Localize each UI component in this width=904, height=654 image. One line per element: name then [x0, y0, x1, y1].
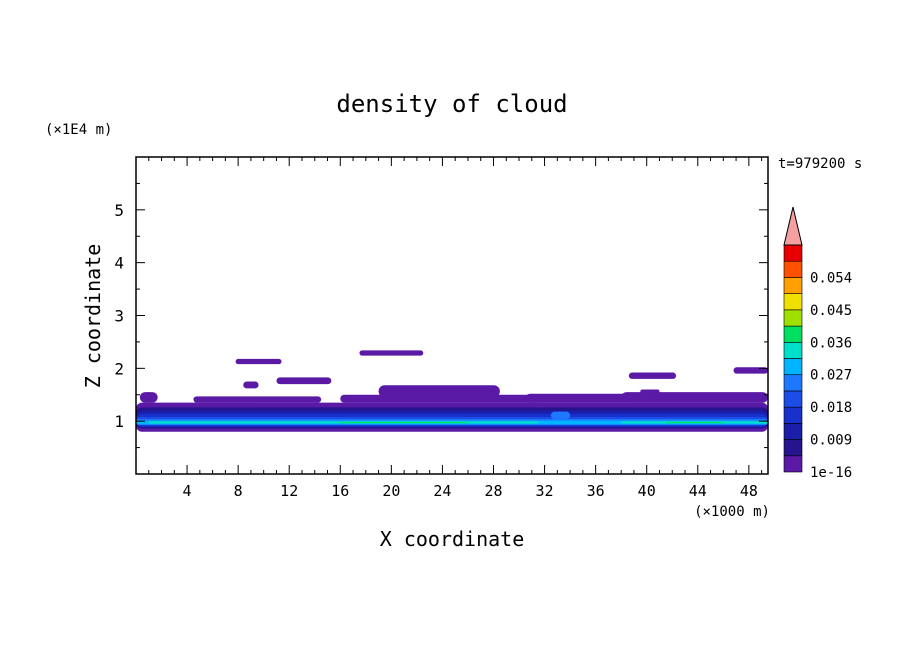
x-tick-label: 28 — [484, 482, 502, 500]
x-axis-label: X coordinate — [380, 527, 525, 551]
cloud-region — [340, 421, 468, 424]
cloud-region — [733, 367, 768, 374]
x-tick-label: 40 — [638, 482, 656, 500]
x-tick-label: 4 — [183, 482, 192, 500]
density-field — [136, 350, 768, 432]
colorbar-label: 0.027 — [810, 368, 852, 384]
chart-title: density of cloud — [336, 90, 567, 118]
colorbar-swatch — [783, 325, 803, 343]
colorbar-swatch — [783, 423, 803, 440]
colorbar-swatch — [783, 390, 803, 408]
colorbar-label: 0.054 — [810, 270, 852, 286]
y-tick-label: 2 — [114, 359, 124, 378]
colorbar-swatch — [783, 455, 803, 473]
x-tick-label: 20 — [382, 482, 400, 500]
cloud-region — [550, 411, 571, 420]
x-tick-label: 24 — [433, 482, 451, 500]
colorbar-swatch — [783, 260, 803, 278]
cloud-region — [525, 393, 628, 403]
cloud-region — [193, 396, 322, 403]
x-axis: 4 8 12 16 20 24 28 32 36 40 44 48 — [148, 157, 763, 500]
y-axis: 1 2 3 4 5 — [114, 182, 768, 449]
colorbar-label: 0.036 — [810, 335, 852, 351]
x-tick-label: 36 — [587, 482, 605, 500]
cloud-region — [276, 377, 332, 385]
colorbar-swatch — [783, 406, 803, 424]
colorbar-swatch — [783, 277, 803, 294]
colorbar-swatch — [783, 309, 803, 327]
y-axis-label: Z coordinate — [81, 244, 105, 389]
x-tick-label: 48 — [740, 482, 758, 500]
y-tick-label: 3 — [114, 307, 124, 326]
colorbar-swatch — [783, 341, 803, 359]
colorbar-swatch — [783, 244, 803, 262]
colorbar-swatch — [783, 439, 803, 457]
colorbar-over-arrow — [783, 206, 803, 246]
cloud-region — [359, 350, 424, 356]
colorbar-swatch — [783, 358, 803, 376]
y-tick-label: 4 — [114, 254, 124, 273]
cloud-region — [628, 372, 677, 379]
cloud-region — [139, 392, 158, 403]
cloud-region — [243, 381, 259, 389]
colorbar-label: 0.018 — [810, 400, 852, 416]
cloud-region — [378, 385, 500, 398]
x-tick-label: 32 — [536, 482, 554, 500]
colorbar-label: 1e-16 — [810, 465, 852, 481]
x-unit-label: (×1000 m) — [694, 504, 770, 520]
x-tick-label: 16 — [331, 482, 349, 500]
colorbar-label: 0.009 — [810, 433, 852, 449]
cloud-region — [640, 389, 660, 394]
colorbar-swatch — [783, 374, 803, 392]
y-tick-label: 1 — [114, 412, 124, 431]
cloud-region — [235, 358, 282, 365]
y-tick-label: 5 — [114, 201, 124, 220]
x-tick-label: 12 — [280, 482, 298, 500]
x-tick-label: 44 — [689, 482, 707, 500]
cloud-region — [665, 421, 724, 424]
x-tick-label: 8 — [234, 482, 243, 500]
colorbar: 1e-16 0.009 0.018 0.027 0.036 0.045 0.054 — [783, 206, 852, 481]
time-label: t=979200 s — [778, 156, 862, 172]
y-unit-label: (×1E4 m) — [45, 122, 112, 138]
colorbar-label: 0.045 — [810, 303, 852, 319]
cloud-region — [621, 392, 768, 403]
colorbar-swatch — [783, 293, 803, 311]
